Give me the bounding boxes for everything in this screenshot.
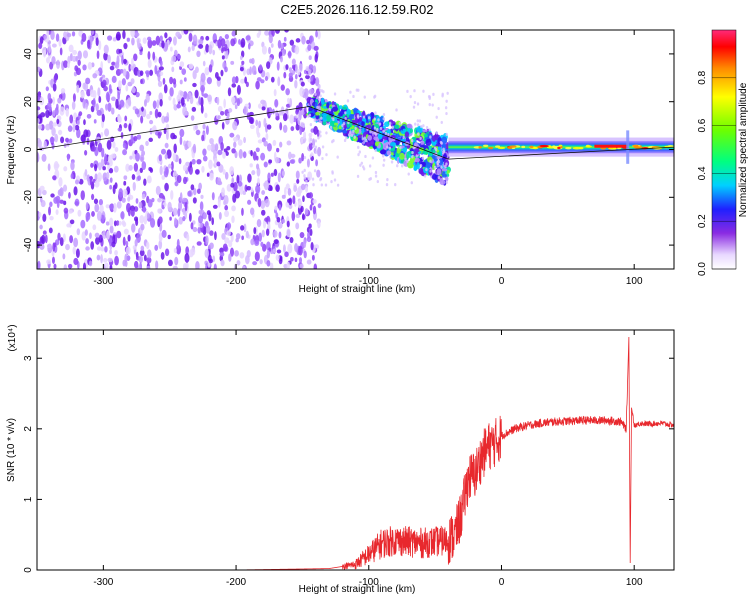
snr-x-axis: -300 -200 -100 0 100 (93, 330, 643, 588)
snr-x-tick-label: -200 (226, 577, 246, 588)
colorbar-tick-label: 0.2 (697, 214, 708, 228)
snr-y-axis: 0 1 2 3 (23, 355, 674, 573)
spectrogram-y-tick-label: 40 (23, 48, 34, 60)
spectrogram-plot-area (37, 30, 674, 269)
snr-panel: -300 -200 -100 0 100 0 1 2 3 Height of straight… (6, 324, 675, 595)
spectrogram-y-label: Frequency (Hz) (6, 116, 17, 185)
noise-region (37, 30, 322, 269)
spectrogram-x-tick-label: 0 (499, 276, 505, 287)
spectrogram-x-tick-label: -200 (226, 276, 246, 287)
spectrogram-y-tick-label: 20 (23, 96, 34, 108)
spectrogram-y-tick-label: -20 (23, 190, 34, 205)
spectrogram-x-tick-label: -300 (93, 276, 113, 287)
snr-x-label: Height of straight line (km) (299, 584, 416, 595)
snr-y-label: SNR (10 * v/v) (6, 418, 17, 482)
colorbar-tick-label: 0.8 (697, 70, 708, 84)
snr-x-tick-label: -100 (359, 577, 379, 588)
center-line (37, 106, 674, 160)
spectrogram-x-tick-label: 100 (626, 276, 643, 287)
figure-title: C2E5.2026.116.12.59.R02 (281, 2, 434, 17)
colorbar-gradient (711, 29, 737, 270)
spectrogram-y-tick-label: 0 (23, 146, 34, 152)
snr-y-tick-label: 2 (23, 426, 34, 432)
snr-y-multiplier: (x10⁴) (7, 324, 18, 351)
snr-series-line (37, 337, 674, 570)
snr-x-tick-label: 100 (626, 577, 643, 588)
snr-frame (36, 329, 675, 571)
spectrogram-y-tick-label: -40 (23, 237, 34, 252)
colorbar-ticks: 0.0 0.2 0.4 0.6 0.8 (697, 70, 736, 276)
spectrogram-x-label: Height of straight line (km) (299, 284, 416, 295)
transition-region (301, 88, 451, 187)
colorbar-tick-label: 0.6 (697, 118, 708, 132)
colorbar-tick-label: 0.4 (697, 166, 708, 180)
snr-y-tick-label: 0 (23, 567, 34, 573)
snr-plot-area (37, 337, 674, 570)
colorbar-tick-label: 0.0 (697, 262, 708, 276)
snr-y-tick-label: 3 (23, 355, 34, 361)
snr-y-tick-label: 1 (23, 496, 34, 502)
spectrogram-x-tick-label: -100 (359, 276, 379, 287)
stable-band (448, 130, 674, 164)
spectrogram-y-axis: -40 -20 0 20 40 (23, 48, 674, 252)
spectrogram-x-axis: -300 -200 -100 0 100 (93, 30, 643, 287)
colorbar-label: Normalized spectral amplitude (738, 82, 749, 217)
snr-x-tick-label: 0 (499, 577, 505, 588)
colorbar: 0.0 0.2 0.4 0.6 0.8 Normalized spectral ampl… (697, 29, 749, 276)
snr-x-tick-label: -300 (93, 577, 113, 588)
